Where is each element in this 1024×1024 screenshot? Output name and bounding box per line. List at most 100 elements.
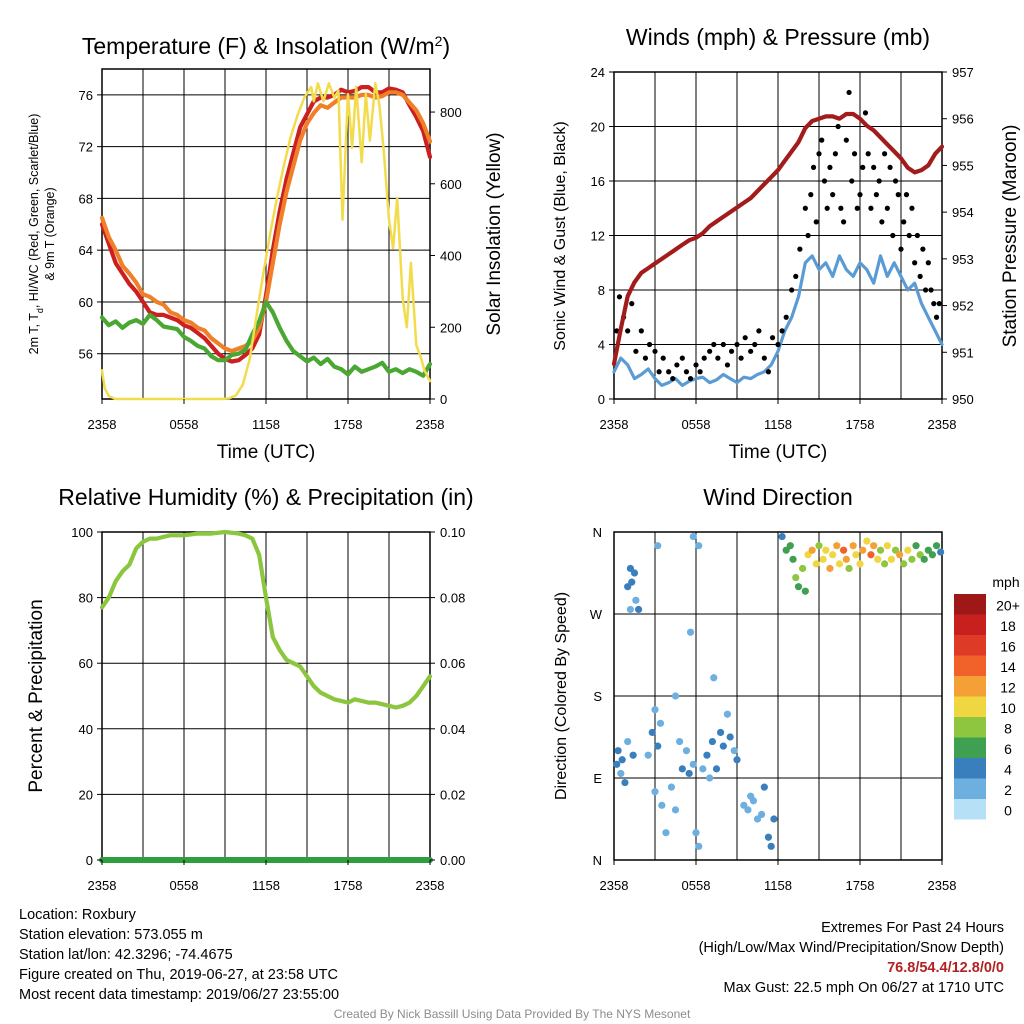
legend-swatch <box>954 758 986 779</box>
gust-point <box>884 205 890 211</box>
legend-label: 12 <box>1000 679 1016 695</box>
gust-point <box>912 260 918 266</box>
direction-point <box>883 542 891 550</box>
gust-point <box>920 246 926 252</box>
winds-y2-tick-label: 955 <box>952 158 974 173</box>
direction-point <box>859 546 867 554</box>
direction-point <box>896 551 904 559</box>
gust-point <box>887 164 893 170</box>
winds-y-tick-label: 20 <box>591 120 605 135</box>
insolation-y-axis-label: Solar Insolation (Yellow) <box>484 132 505 335</box>
gust-point <box>616 294 623 300</box>
direction-point <box>656 719 665 727</box>
direction-point <box>937 548 945 556</box>
humidity-y-tick-label: 40 <box>79 722 93 737</box>
direction-point <box>678 765 686 773</box>
humidity-y-tick-label: 20 <box>79 787 93 802</box>
rh-line <box>99 529 433 710</box>
direction-point <box>786 542 794 550</box>
direction-point <box>792 573 800 582</box>
station-elevation: Station elevation: 573.055 m <box>19 927 203 943</box>
direction-point <box>932 542 941 550</box>
gust-point <box>701 355 707 361</box>
humidity-y-tick-label: 0 <box>86 853 93 868</box>
direction-point <box>629 751 637 759</box>
gust-point <box>638 328 644 334</box>
legend-label: 0 <box>1004 802 1012 818</box>
direction-point <box>758 810 766 819</box>
gust-point <box>660 355 666 361</box>
direction-point <box>654 742 662 750</box>
winds-x-tick-label: 0558 <box>682 417 711 432</box>
direction-point <box>695 842 703 850</box>
direction-point <box>874 555 882 563</box>
extremes-info: Extremes For Past 24 Hours (High/Low/Max… <box>699 918 1004 998</box>
direction-point <box>613 760 621 768</box>
gust-point <box>906 232 912 239</box>
direction-point <box>801 587 809 595</box>
wind-direction-x-tick-label: 2358 <box>600 878 629 893</box>
gust-point <box>813 219 819 225</box>
gust-point <box>715 355 721 361</box>
gust-point <box>857 192 863 198</box>
temperature-x-tick-label: 2358 <box>88 417 117 432</box>
direction-point <box>842 555 850 563</box>
legend-swatch <box>954 635 986 656</box>
figure-created: Figure created on Thu, 2019-06-27, at 23… <box>19 967 338 983</box>
direction-point <box>685 769 693 778</box>
gust-point <box>901 219 907 225</box>
humidity-y2-tick-label: 0.10 <box>440 525 465 540</box>
gust-point <box>687 375 694 382</box>
direction-point <box>870 542 878 550</box>
max-gust: Max Gust: 22.5 mph On 06/27 at 1710 UTC <box>723 980 1004 996</box>
gust-point <box>936 301 942 307</box>
direction-point <box>904 546 912 554</box>
wind-direction-y-tick-label: N <box>593 525 602 540</box>
direction-point <box>658 801 666 809</box>
direction-point <box>689 532 697 541</box>
gust-point <box>666 369 672 375</box>
direction-point <box>744 806 752 814</box>
winds-x-tick-label: 1158 <box>764 417 792 432</box>
gust-point <box>903 192 910 198</box>
gust-point <box>679 355 685 361</box>
gust-point <box>892 178 899 184</box>
direction-point <box>692 829 700 837</box>
temperature-y-tick-label: 72 <box>79 140 93 155</box>
direction-point <box>635 605 643 614</box>
temperature-y-axis-label: 2m T, Td, HI/WC (Red, Green, Scarlet/Blu… <box>27 114 45 355</box>
gust-point <box>895 192 901 198</box>
direction-point <box>928 551 937 559</box>
direction-point <box>617 769 625 778</box>
temperature-y-tick-label: 76 <box>79 88 93 103</box>
humidity-x-tick-label: 1158 <box>252 878 280 893</box>
winds-y-tick-label: 12 <box>591 229 605 244</box>
gust-point <box>742 335 748 341</box>
gust-point <box>670 375 676 382</box>
humidity-x-tick-label: 2358 <box>88 878 117 893</box>
gust-point <box>629 301 635 307</box>
legend-swatch <box>954 676 986 697</box>
wind-direction-y-tick-label: S <box>593 689 602 704</box>
winds-x-axis-label: Time (UTC) <box>729 442 828 463</box>
wind-direction-chart-title: Wind Direction <box>703 484 853 510</box>
gust-point <box>871 164 877 170</box>
direction-point <box>628 578 636 586</box>
direction-point <box>651 788 659 796</box>
direction-point <box>624 737 632 746</box>
direction-point <box>876 546 885 554</box>
gust-point <box>693 362 699 368</box>
humidity-y-tick-label: 60 <box>79 656 93 671</box>
winds-pressure-panel: Winds (mph) & Pressure (mb) 2358 0558 1158… <box>552 24 1021 463</box>
humidity-y2-tick-label: 0.02 <box>440 787 465 802</box>
winds-y2-tick-label: 953 <box>952 252 974 267</box>
legend-label: 10 <box>1000 700 1016 716</box>
winds-y-axis-label: Sonic Wind & Gust (Blue, Black) <box>552 121 569 350</box>
gust-point <box>819 137 825 143</box>
gust-point <box>724 362 731 368</box>
temperature-x-tick-label: 2358 <box>416 417 445 432</box>
direction-point <box>667 783 676 791</box>
gust-point <box>876 178 882 184</box>
winds-y-tick-label: 4 <box>598 338 605 353</box>
